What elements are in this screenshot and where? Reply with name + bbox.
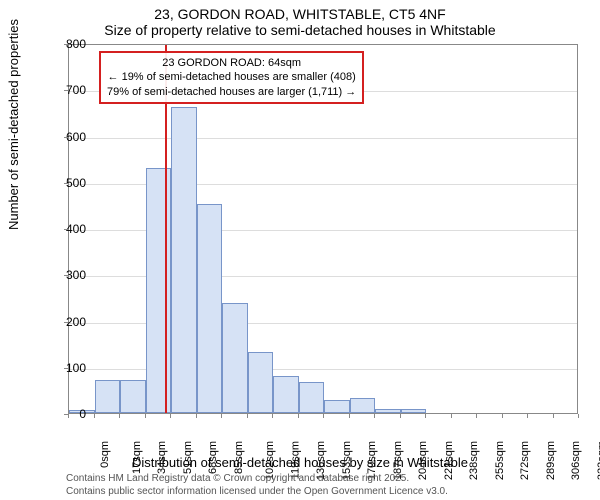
histogram-bar bbox=[324, 400, 350, 413]
x-tick-mark bbox=[272, 414, 273, 418]
y-tick-mark bbox=[64, 368, 68, 369]
histogram-bar bbox=[375, 409, 401, 413]
histogram-bar bbox=[222, 303, 248, 413]
x-tick-mark bbox=[170, 414, 171, 418]
x-tick-mark bbox=[298, 414, 299, 418]
y-tick-mark bbox=[64, 90, 68, 91]
x-tick-mark bbox=[425, 414, 426, 418]
chart-subtitle: Size of property relative to semi-detach… bbox=[0, 22, 600, 42]
chart-title: 23, GORDON ROAD, WHITSTABLE, CT5 4NF bbox=[0, 0, 600, 22]
x-tick-mark bbox=[196, 414, 197, 418]
histogram-bar bbox=[197, 204, 223, 413]
x-tick-mark bbox=[578, 414, 579, 418]
histogram-bar bbox=[401, 409, 427, 413]
footer-line-2: Contains public sector information licen… bbox=[66, 486, 448, 499]
annotation-box: 23 GORDON ROAD: 64sqm ← 19% of semi-deta… bbox=[99, 51, 364, 104]
histogram-bar bbox=[273, 376, 299, 413]
annotation-line-3: 79% of semi-detached houses are larger (… bbox=[107, 85, 356, 99]
y-tick-mark bbox=[64, 275, 68, 276]
y-tick-mark bbox=[64, 229, 68, 230]
x-tick-mark bbox=[119, 414, 120, 418]
x-tick-mark bbox=[476, 414, 477, 418]
x-tick-mark bbox=[553, 414, 554, 418]
x-tick-mark bbox=[145, 414, 146, 418]
footer-line-1: Contains HM Land Registry data © Crown c… bbox=[66, 473, 448, 486]
x-tick-mark bbox=[400, 414, 401, 418]
y-tick-mark bbox=[64, 44, 68, 45]
histogram-bar bbox=[171, 107, 197, 413]
histogram-bar bbox=[146, 168, 172, 413]
x-tick-mark bbox=[527, 414, 528, 418]
grid-line bbox=[69, 138, 577, 139]
y-axis-label: Number of semi-detached properties bbox=[6, 19, 21, 230]
histogram-bar bbox=[95, 380, 121, 413]
x-tick-mark bbox=[323, 414, 324, 418]
x-tick-mark bbox=[68, 414, 69, 418]
x-tick-mark bbox=[374, 414, 375, 418]
y-tick-mark bbox=[64, 322, 68, 323]
chart-container: { "title": "23, GORDON ROAD, WHITSTABLE,… bbox=[0, 0, 600, 500]
x-tick-mark bbox=[451, 414, 452, 418]
histogram-bar bbox=[120, 380, 146, 413]
chart-footer: Contains HM Land Registry data © Crown c… bbox=[66, 473, 448, 498]
y-tick-mark bbox=[64, 183, 68, 184]
histogram-bar bbox=[248, 352, 274, 413]
histogram-bar bbox=[350, 398, 376, 413]
x-tick-mark bbox=[94, 414, 95, 418]
x-axis-label: Distribution of semi-detached houses by … bbox=[0, 455, 600, 470]
annotation-line-2: ← 19% of semi-detached houses are smalle… bbox=[107, 70, 356, 84]
annotation-line-1: 23 GORDON ROAD: 64sqm bbox=[107, 56, 356, 70]
x-tick-mark bbox=[221, 414, 222, 418]
x-tick-mark bbox=[349, 414, 350, 418]
y-tick-mark bbox=[64, 137, 68, 138]
histogram-bar bbox=[299, 382, 325, 413]
x-tick-mark bbox=[502, 414, 503, 418]
plot-area: 23 GORDON ROAD: 64sqm ← 19% of semi-deta… bbox=[68, 44, 578, 414]
x-tick-mark bbox=[247, 414, 248, 418]
